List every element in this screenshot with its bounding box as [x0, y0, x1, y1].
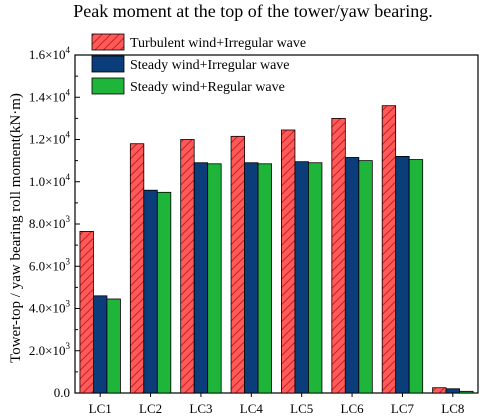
bar — [207, 163, 222, 394]
y-tick-mantissa: 1.2×10 — [29, 132, 66, 147]
bar — [193, 162, 209, 394]
bar — [79, 230, 94, 394]
bar — [129, 143, 145, 394]
bar — [308, 162, 323, 394]
legend-label: Steady wind+Regular wave — [130, 80, 285, 95]
bar — [331, 117, 346, 394]
y-tick-exponent: 4 — [66, 172, 71, 182]
y-tick-mantissa: 1.4×10 — [29, 89, 66, 104]
x-tick-label: LC7 — [391, 401, 415, 416]
x-tick-label: LC3 — [189, 401, 212, 416]
y-tick-mantissa: 1.6×10 — [29, 47, 66, 62]
y-tick-label: 2.0×103 — [29, 341, 71, 358]
bar — [180, 139, 195, 394]
bar — [244, 162, 259, 394]
y-tick-mantissa: 4.0×10 — [29, 301, 66, 316]
y-tick-exponent: 3 — [66, 341, 71, 351]
y-tick-exponent: 3 — [66, 214, 71, 224]
bar — [358, 160, 373, 394]
y-tick-exponent: 3 — [66, 256, 71, 266]
bar — [432, 387, 447, 394]
x-tick-label: LC4 — [240, 401, 264, 416]
bar — [381, 105, 397, 394]
bar — [459, 390, 474, 394]
legend-swatch — [91, 33, 125, 51]
plot-area: 0.02.0×1034.0×1036.0×1038.0×1031.0×1041.… — [29, 45, 479, 416]
bar — [230, 135, 245, 394]
y-tick-label: 1.0×104 — [29, 172, 71, 189]
y-tick-label: 1.4×104 — [29, 87, 71, 104]
y-tick-label: 1.6×104 — [29, 45, 71, 62]
legend: Turbulent wind+Irregular wave Steady wind… — [91, 33, 306, 95]
bar — [143, 189, 158, 394]
x-tick-label: LC8 — [441, 401, 464, 416]
y-tick-label: 6.0×103 — [29, 256, 71, 273]
y-tick-mantissa: 2.0×10 — [29, 343, 66, 358]
y-tick-label: 4.0×103 — [29, 299, 71, 316]
bar — [395, 155, 410, 394]
y-tick-exponent: 3 — [66, 299, 71, 309]
bar — [106, 298, 121, 394]
x-tick-label: LC5 — [290, 401, 313, 416]
x-tick-label: LC6 — [341, 401, 365, 416]
bar — [156, 191, 172, 394]
x-tick-label: LC2 — [139, 401, 162, 416]
y-tick-exponent: 4 — [66, 87, 71, 97]
bar — [445, 388, 460, 394]
legend-swatch — [91, 77, 125, 95]
y-tick-mantissa: 0.0 — [54, 385, 70, 400]
bar — [408, 159, 424, 394]
y-tick-exponent: 4 — [66, 130, 71, 140]
y-tick-mantissa: 6.0×10 — [29, 258, 66, 273]
chart-title: Peak moment at the top of the tower/yaw … — [73, 1, 432, 21]
bar — [257, 163, 272, 394]
y-tick-label: 1.2×104 — [29, 130, 71, 147]
legend-swatch — [91, 55, 125, 73]
bar — [93, 295, 108, 394]
y-axis-label: Tower-top / yaw bearing roll moment(kN·m… — [8, 93, 24, 363]
bar — [344, 157, 360, 394]
bar — [294, 161, 309, 394]
legend-label: Turbulent wind+Irregular wave — [130, 36, 306, 51]
x-tick-label: LC1 — [89, 401, 112, 416]
bar — [281, 129, 296, 394]
y-tick-exponent: 4 — [66, 45, 71, 55]
y-tick-label: 0.0 — [54, 385, 70, 400]
y-tick-mantissa: 8.0×10 — [29, 216, 66, 231]
legend-label: Steady wind+Irregular wave — [130, 58, 290, 73]
y-tick-label: 8.0×103 — [29, 214, 71, 231]
y-tick-mantissa: 1.0×10 — [29, 174, 66, 189]
